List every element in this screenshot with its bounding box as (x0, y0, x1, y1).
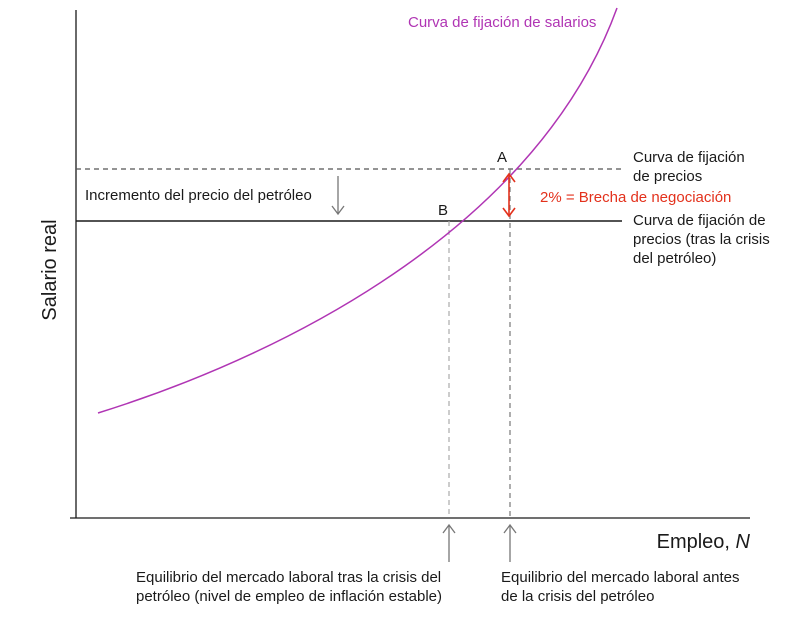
price-setting-curve-label: Curva de fijación de precios (633, 149, 749, 185)
price-setting-after-label-line-2: precios (tras la crisis (633, 231, 770, 248)
equilibrium-after-label: Equilibrio del mercado laboral tras la c… (136, 569, 445, 605)
point-b-label: B (438, 202, 448, 219)
point-a-label: A (497, 149, 507, 166)
y-axis-label: Salario real (39, 219, 61, 320)
price-setting-after-label: Curva de fijación de precios (tras la cr… (633, 212, 774, 267)
x-axis-label-text: Empleo, (657, 531, 736, 553)
wage-setting-curve-label: Curva de fijación de salarios (408, 14, 596, 31)
equilibrium-after-up-arrow-icon (442, 523, 456, 562)
x-axis-label-var: N (736, 531, 751, 553)
x-axis-label: Empleo, N (657, 531, 751, 553)
wage-setting-curve (97, 7, 618, 414)
bargaining-gap-arrow-icon (502, 172, 516, 218)
price-setting-label-line-2: de precios (633, 168, 702, 185)
equilibrium-before-label-line-1: Equilibrio del mercado laboral antes (501, 569, 739, 586)
price-setting-after-label-line-1: Curva de fijación de (633, 212, 766, 229)
equilibrium-before-label: Equilibrio del mercado laboral antes de … (501, 569, 744, 605)
bargaining-gap-label: 2% = Brecha de negociación (540, 189, 731, 206)
price-setting-after-label-line-3: del petróleo) (633, 250, 716, 267)
price-setting-label-line-1: Curva de fijación (633, 149, 745, 166)
equilibrium-before-label-line-2: de la crisis del petróleo (501, 588, 654, 605)
oil-price-increase-label: Incremento del precio del petróleo (85, 187, 312, 204)
oil-price-down-arrow-icon (331, 176, 345, 216)
equilibrium-before-up-arrow-icon (503, 523, 517, 562)
equilibrium-after-label-line-1: Equilibrio del mercado laboral tras la c… (136, 569, 441, 586)
equilibrium-after-label-line-2: petróleo (nivel de empleo de inflación e… (136, 588, 442, 605)
